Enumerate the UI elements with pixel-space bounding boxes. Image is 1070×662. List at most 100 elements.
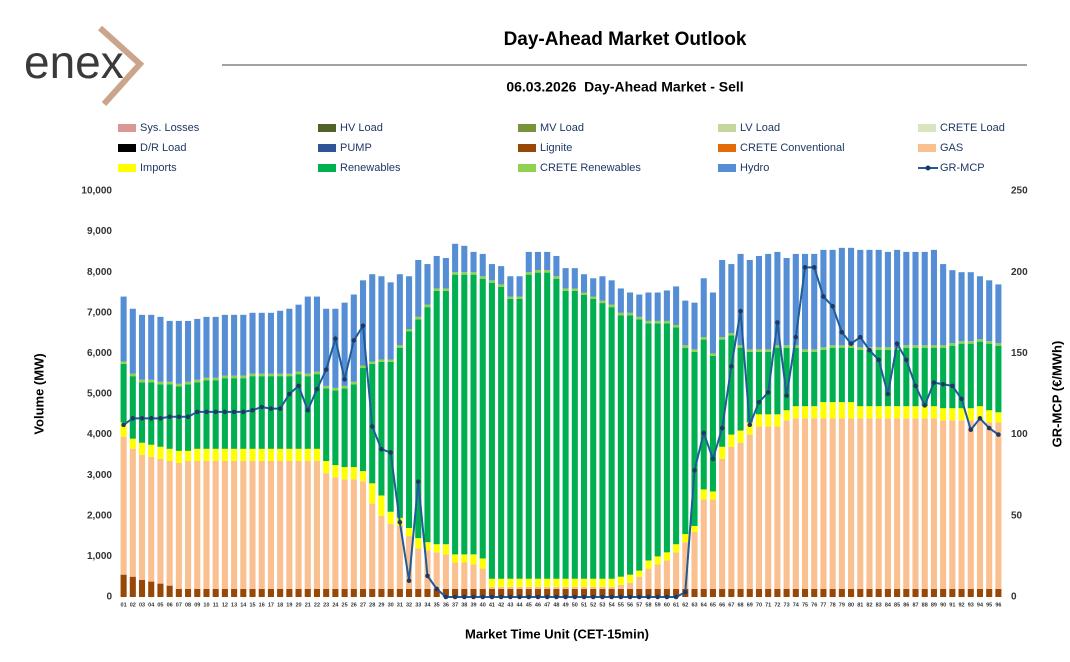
- bar-segment: [599, 276, 606, 301]
- bar-segment: [765, 253, 772, 350]
- bar-segment: [820, 347, 827, 350]
- bar-segment: [350, 467, 357, 480]
- bar-segment: [958, 341, 965, 344]
- bar-segment: [645, 588, 652, 597]
- bar-segment: [663, 323, 670, 553]
- bar-segment: [313, 460, 321, 589]
- mcp-marker: [204, 409, 209, 415]
- bar-segment: [350, 384, 357, 468]
- bar-segment: [452, 274, 459, 555]
- bar-segment: [875, 406, 882, 419]
- bar-segment: [442, 288, 449, 291]
- bar-segment: [627, 588, 634, 597]
- bar-segment: [516, 578, 523, 587]
- bar-segment: [240, 448, 247, 461]
- bar-segment: [967, 408, 974, 421]
- x-tick-label: 27: [360, 602, 366, 608]
- bar-segment: [995, 422, 1002, 589]
- bar-segment: [912, 347, 919, 407]
- mcp-marker: [213, 409, 218, 415]
- x-tick-label: 16: [259, 602, 265, 608]
- bar-segment: [691, 302, 698, 350]
- bar-segment: [452, 562, 459, 589]
- bar-segment: [221, 588, 228, 597]
- bar-segment: [820, 402, 827, 419]
- bar-segment: [663, 588, 670, 597]
- x-tick-label: 05: [157, 602, 163, 608]
- bar-segment: [829, 588, 836, 597]
- x-tick-label: 96: [995, 602, 1001, 608]
- bar-segment: [636, 319, 643, 571]
- bar-segment: [387, 588, 394, 597]
- bar-segment: [930, 418, 937, 589]
- mcp-marker: [904, 357, 909, 363]
- x-tick-label: 68: [738, 602, 744, 608]
- bar-segment: [912, 418, 919, 589]
- mcp-marker: [738, 308, 743, 314]
- bar-segment: [350, 588, 357, 597]
- bar-segment: [866, 588, 873, 597]
- bar-segment: [599, 300, 606, 304]
- x-tick-label: 35: [434, 602, 440, 608]
- bar-segment: [746, 588, 753, 597]
- bar-segment: [590, 586, 597, 589]
- bar-segment: [240, 314, 247, 376]
- bar-segment: [811, 349, 818, 352]
- bar-segment: [313, 371, 321, 375]
- bar-segment: [571, 586, 578, 589]
- legend-label: CRETE Load: [940, 122, 1005, 134]
- bar-segment: [479, 568, 486, 589]
- bar-segment: [719, 458, 726, 589]
- x-tick-label: 72: [774, 602, 780, 608]
- bar-segment: [627, 312, 634, 316]
- bar-segment: [267, 448, 274, 461]
- mcp-marker: [811, 265, 817, 270]
- x-tick-label: 34: [424, 602, 431, 608]
- bar-segment: [516, 276, 523, 297]
- x-tick-label: 25: [342, 602, 348, 608]
- mcp-marker: [673, 594, 679, 600]
- bar-segment: [829, 402, 836, 419]
- mcp-marker: [692, 468, 697, 473]
- bar-segment: [534, 588, 542, 597]
- bar-segment: [949, 270, 956, 344]
- bar-segment: [544, 251, 551, 271]
- x-tick-label: 60: [664, 602, 670, 608]
- bar-segment: [940, 408, 947, 421]
- bar-segment: [359, 368, 367, 472]
- bar-segment: [488, 588, 495, 597]
- bar-segment: [138, 442, 146, 455]
- y2-tick-label: 200: [1011, 267, 1028, 278]
- bar-segment: [940, 420, 947, 589]
- bar-segment: [138, 579, 146, 597]
- bar-segment: [378, 276, 385, 360]
- bar-segment: [157, 446, 164, 459]
- bar-segment: [829, 418, 836, 589]
- legend-label: PUMP: [340, 142, 372, 154]
- mcp-marker: [977, 416, 983, 421]
- bar-segment: [286, 588, 293, 597]
- bar-segment: [811, 588, 818, 597]
- bar-segment: [967, 272, 974, 342]
- mcp-marker: [636, 594, 642, 600]
- bar-segment: [350, 479, 357, 589]
- mcp-marker: [821, 294, 826, 299]
- bar-segment: [194, 588, 201, 597]
- bar-segment: [617, 315, 624, 577]
- bar-segment: [470, 274, 477, 555]
- bar-segment: [221, 375, 228, 379]
- x-tick-label: 20: [296, 602, 302, 608]
- bar-segment: [157, 381, 164, 385]
- mcp-marker: [664, 594, 670, 600]
- bar-segment: [534, 251, 542, 271]
- bar-segment: [295, 304, 302, 372]
- bar-segment: [387, 282, 394, 360]
- bar-segment: [553, 588, 560, 597]
- bar-segment: [185, 588, 192, 597]
- mcp-marker: [544, 594, 550, 600]
- bar-segment: [175, 320, 182, 384]
- bar-segment: [258, 312, 265, 374]
- bar-segment: [737, 345, 744, 348]
- x-tick-label: 80: [848, 602, 854, 608]
- mcp-marker: [277, 406, 283, 411]
